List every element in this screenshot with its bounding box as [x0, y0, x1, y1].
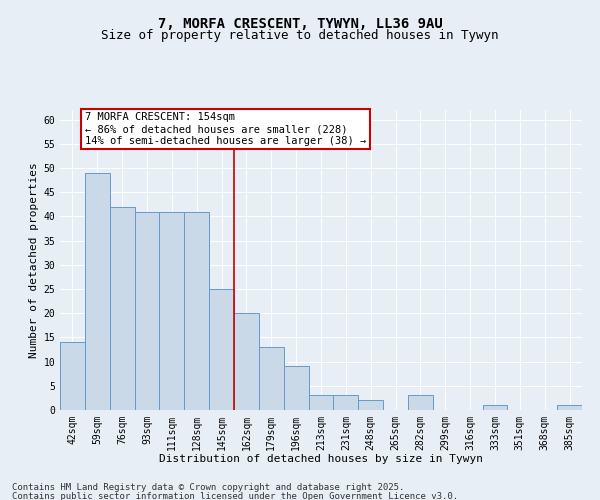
Bar	[134, 212, 160, 410]
Bar	[557, 405, 582, 410]
Bar	[110, 207, 134, 410]
Text: Contains public sector information licensed under the Open Government Licence v3: Contains public sector information licen…	[12, 492, 458, 500]
Bar	[234, 313, 259, 410]
Bar	[184, 212, 209, 410]
Bar	[60, 342, 85, 410]
Bar	[358, 400, 383, 410]
Bar	[259, 347, 284, 410]
Bar	[334, 396, 358, 410]
Text: Size of property relative to detached houses in Tywyn: Size of property relative to detached ho…	[101, 29, 499, 42]
Text: 7 MORFA CRESCENT: 154sqm
← 86% of detached houses are smaller (228)
14% of semi-: 7 MORFA CRESCENT: 154sqm ← 86% of detach…	[85, 112, 366, 146]
Bar	[408, 396, 433, 410]
Text: 7, MORFA CRESCENT, TYWYN, LL36 9AU: 7, MORFA CRESCENT, TYWYN, LL36 9AU	[158, 18, 442, 32]
Bar	[284, 366, 308, 410]
Bar	[160, 212, 184, 410]
Bar	[308, 396, 334, 410]
Bar	[209, 289, 234, 410]
Y-axis label: Number of detached properties: Number of detached properties	[29, 162, 39, 358]
Text: Contains HM Land Registry data © Crown copyright and database right 2025.: Contains HM Land Registry data © Crown c…	[12, 482, 404, 492]
X-axis label: Distribution of detached houses by size in Tywyn: Distribution of detached houses by size …	[159, 454, 483, 464]
Bar	[85, 173, 110, 410]
Bar	[482, 405, 508, 410]
